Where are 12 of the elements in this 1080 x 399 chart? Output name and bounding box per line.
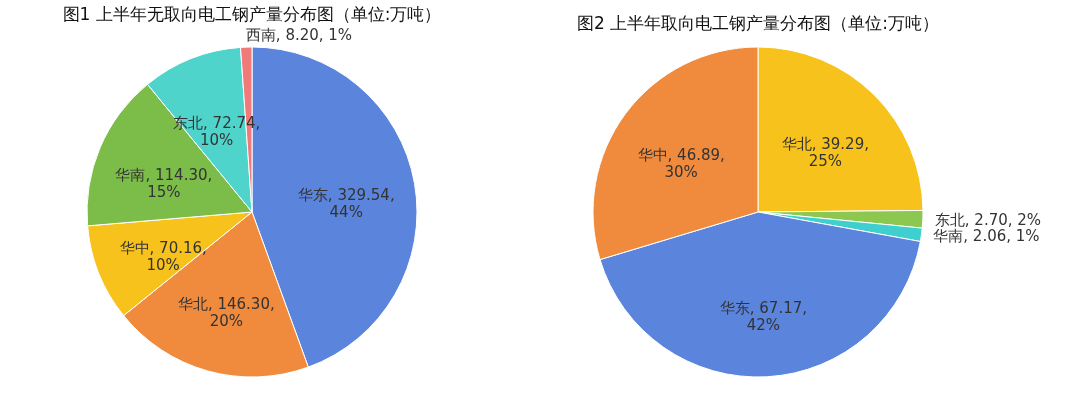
- slice-label: 华东, 329.54, 44%: [297, 186, 395, 222]
- slice-label: 华南, 2.06, 1%: [933, 227, 1040, 246]
- slice-label: 华北, 39.29, 25%: [781, 135, 869, 171]
- slice-label: 东北, 2.70, 2%: [934, 210, 1042, 229]
- slice-label: 华东, 67.17, 42%: [719, 298, 808, 334]
- chart-title: 图1 上半年无取向电工钢产量分布图（单位:万吨）: [62, 4, 442, 25]
- slice-label: 华北, 146.30, 20%: [177, 295, 275, 331]
- slice-label: 华中, 70.16, 10%: [119, 238, 207, 274]
- slice-label: 西南, 8.20, 1%: [245, 26, 353, 45]
- chart-title: 图2 上半年取向电工钢产量分布图（单位:万吨）: [577, 13, 939, 33]
- slice-label: 华中, 46.89, 30%: [637, 145, 725, 181]
- slice-label: 华南, 114.30, 15%: [115, 165, 213, 201]
